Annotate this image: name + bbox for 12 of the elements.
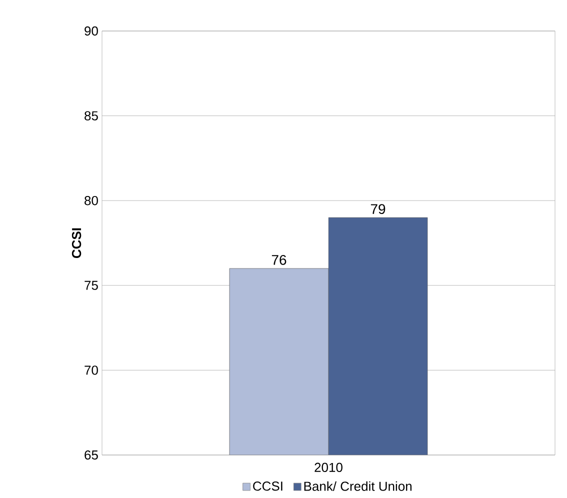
data-label: 79: [370, 204, 386, 214]
legend-label: Bank/ Credit Union: [304, 481, 412, 491]
y-axis-title: CCSI: [72, 228, 82, 258]
y-tick-label: 70: [84, 366, 98, 375]
y-tick-label: 80: [84, 196, 98, 206]
y-tick-label: 90: [84, 26, 98, 36]
y-tick-label: 65: [84, 450, 98, 460]
x-tick-label: 2010: [314, 462, 342, 472]
y-tick-label: 75: [84, 280, 98, 290]
data-label: 76: [272, 254, 286, 265]
y-tick-label: 85: [84, 111, 98, 120]
legend-label: CCSI: [253, 482, 282, 491]
